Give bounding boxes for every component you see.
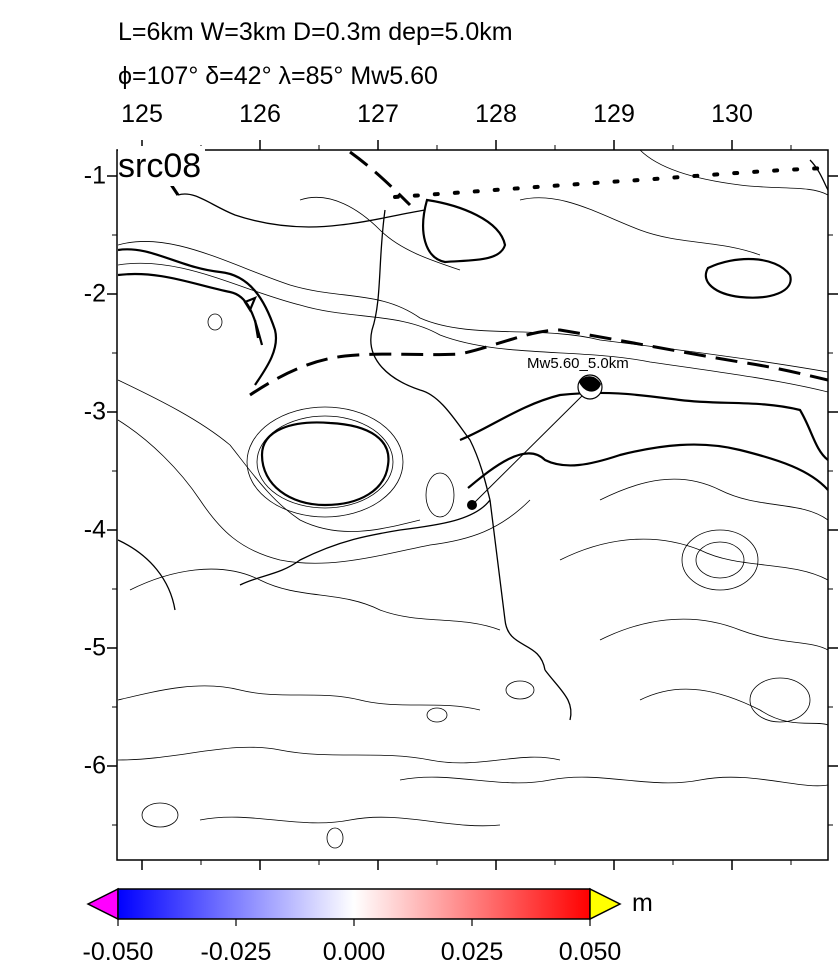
x-tick-label-127: 127	[357, 100, 399, 128]
beachball-icon	[577, 374, 603, 400]
contour-layer	[118, 150, 828, 849]
title-fault-mechanism: ϕ=107° δ=42° λ=85° Mw5.60	[118, 62, 438, 90]
y-tick-label-minus2: -2	[83, 279, 106, 308]
colorbar-tick-label: 0.025	[440, 938, 504, 966]
colorbar-tick-label: 0.050	[558, 938, 622, 966]
x-tick-label-130: 130	[711, 100, 753, 128]
title-fault-dimensions: L=6km W=3km D=0.3m dep=5.0km	[118, 18, 513, 46]
colorbar-tick-label: -0.050	[82, 938, 154, 966]
y-tick-label-minus5: -5	[83, 633, 106, 662]
colorbar-tick-label: 0.000	[322, 938, 386, 966]
source-connector-line	[471, 387, 591, 506]
x-tick-label-129: 129	[593, 100, 635, 128]
epicenter-marker	[467, 500, 477, 510]
map-frame	[116, 149, 829, 861]
colorbar-unit: m	[632, 889, 653, 917]
colorbar-tick-label: -0.025	[200, 938, 272, 966]
y-tick-label-minus6: -6	[83, 751, 106, 780]
y-tick-label-minus1: -1	[83, 161, 106, 190]
x-tick-label-125: 125	[121, 100, 163, 128]
y-tick-label-minus3: -3	[83, 397, 106, 426]
axis-minor-ticks	[112, 145, 833, 865]
colorbar	[86, 887, 622, 926]
colorbar-under-triangle	[86, 887, 119, 921]
source-label: Mw5.60_5.0km	[527, 355, 629, 372]
panel-label: src08	[118, 146, 206, 186]
colorbar-gradient	[117, 888, 591, 920]
y-tick-label-minus4: -4	[83, 515, 106, 544]
colorbar-over-triangle	[589, 887, 622, 921]
x-tick-label-128: 128	[475, 100, 517, 128]
x-tick-label-126: 126	[239, 100, 281, 128]
